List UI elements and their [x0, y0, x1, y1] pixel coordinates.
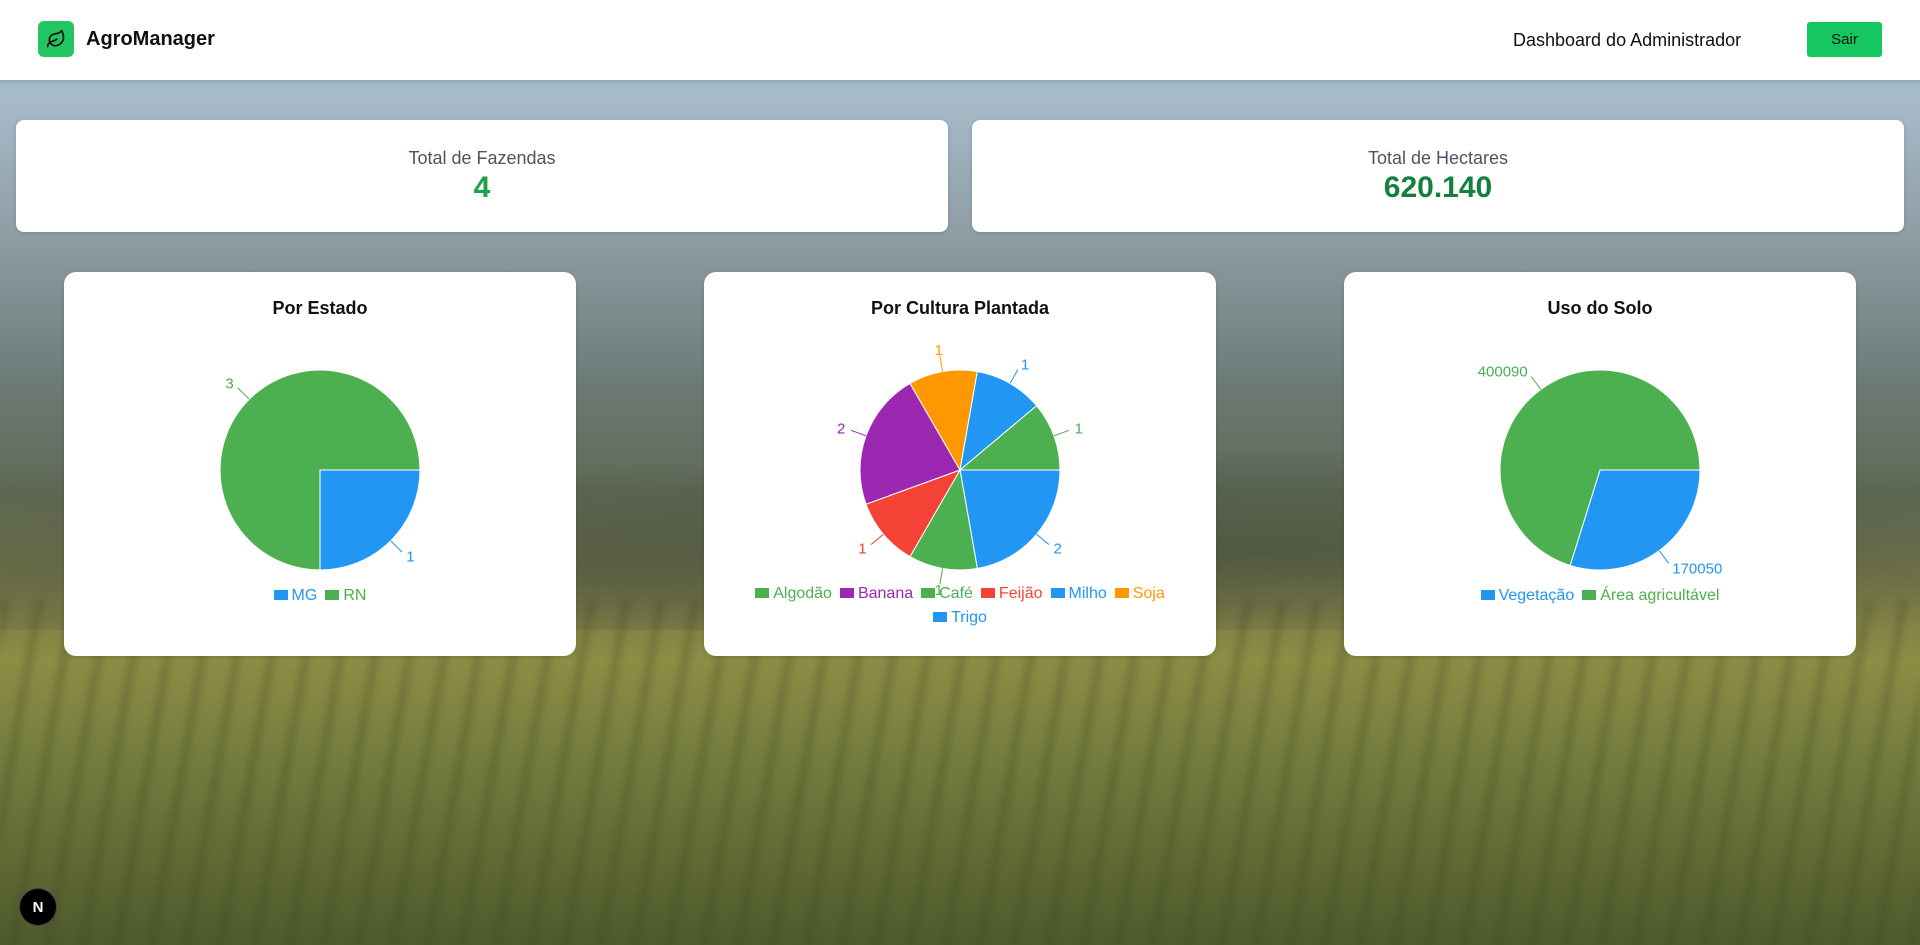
next-js-icon[interactable]: N — [20, 889, 56, 925]
legend-label: Milho — [1068, 585, 1107, 602]
legend-item[interactable]: Feijão — [980, 582, 1043, 606]
pie-slice-área agricultável[interactable] — [1499, 369, 1701, 567]
chart-title: Uso do Solo — [1547, 298, 1653, 318]
slice-value-label: 3 — [225, 376, 233, 393]
pie-slice-vegetação[interactable] — [1569, 469, 1701, 571]
chart-legend: Vegetação Área agricultável — [1374, 584, 1826, 608]
slice-value-label: 1 — [858, 540, 866, 557]
slice-value-label: 1 — [406, 548, 414, 565]
legend-label: RN — [343, 587, 367, 604]
pie-slice-milho[interactable] — [959, 370, 1038, 472]
total-hectares-label: Total de Hectares — [1367, 148, 1509, 168]
pie-slice-rn[interactable] — [219, 369, 421, 571]
legend-swatch — [1114, 588, 1129, 598]
slice-value-label: 1 — [935, 582, 943, 599]
legend-label: Vegetação — [1498, 587, 1575, 604]
total-farms-value: 4 — [473, 171, 491, 204]
leaf-icon — [38, 21, 74, 57]
legend-swatch — [1050, 588, 1065, 598]
total-farms-card: Total de Fazendas 4 — [16, 120, 948, 232]
legend-label: MG — [291, 587, 318, 604]
legend-item[interactable]: RN — [325, 584, 366, 608]
slice-label-leader — [939, 355, 944, 372]
legend-item[interactable]: MG — [273, 584, 318, 608]
pie-chart-by-state: 13 — [219, 369, 421, 571]
slice-label-leader — [1658, 550, 1670, 564]
pie-slice-mg[interactable] — [319, 469, 421, 571]
chart-legend: MG RN — [94, 584, 546, 608]
slice-label-leader — [870, 533, 884, 545]
legend-swatch — [325, 590, 340, 600]
slice-label-leader — [390, 540, 403, 553]
legend-item[interactable]: Área agricultável — [1582, 584, 1719, 608]
pie-slice-banana[interactable] — [859, 382, 961, 505]
legend-label: Café — [939, 585, 973, 602]
slice-label-leader — [1053, 429, 1070, 437]
chart-title: Por Estado — [272, 298, 368, 318]
legend-item[interactable]: Café — [921, 582, 973, 606]
legend-label: Trigo — [951, 609, 987, 626]
pie-chart-by-crop: 2 1 1 2 1 1 1 — [837, 342, 1083, 599]
pie-slice-feijão[interactable] — [865, 469, 962, 558]
page-title: Dashboard do Administrador — [1513, 30, 1742, 50]
legend-swatch — [980, 588, 995, 598]
legend-label: Banana — [857, 585, 914, 602]
slice-value-label: 2 — [1053, 540, 1061, 557]
legend-swatch — [273, 590, 288, 600]
legend-label: Soja — [1132, 585, 1165, 602]
slice-value-label: 1 — [1075, 420, 1083, 437]
slice-label-leader — [850, 429, 867, 437]
legend-swatch — [933, 612, 948, 622]
brand-name: AgroManager — [86, 28, 215, 50]
legend-item[interactable]: Algodão — [755, 582, 832, 606]
legend-item[interactable]: Soja — [1114, 582, 1165, 606]
slice-label-leader — [237, 387, 250, 400]
chart-legend: Algodão Banana Café Feijão Milho Soja Trigo — [734, 582, 1186, 630]
pie-slice-algodão[interactable] — [958, 405, 1061, 471]
legend-label: Área agricultável — [1600, 587, 1720, 604]
legend-swatch — [839, 588, 854, 598]
pie-slice-milho[interactable] — [959, 469, 1061, 570]
pie-chart-land-use: 170050 400090 — [1478, 364, 1723, 578]
legend-label: Feijão — [998, 585, 1043, 602]
total-farms-label: Total de Fazendas — [408, 148, 556, 168]
chart-card-by-crop: Por Cultura Plantada 2 1 1 2 1 1 1 Algodão Bana… — [704, 272, 1216, 656]
pie-slice-soja[interactable] — [909, 369, 978, 472]
slice-value-label: 1 — [1021, 356, 1029, 373]
slice-value-label: 1 — [935, 342, 943, 359]
total-hectares-value: 620.140 — [1383, 171, 1493, 204]
slice-label-leader — [1036, 533, 1050, 545]
logout-button[interactable]: Sair — [1807, 22, 1882, 57]
slice-label-leader — [939, 568, 944, 585]
legend-item[interactable]: Vegetação — [1480, 584, 1575, 608]
top-navbar: AgroManager Dashboard do Administrador S… — [0, 0, 1920, 80]
legend-item[interactable]: Banana — [839, 582, 914, 606]
slice-label-leader — [1009, 369, 1019, 384]
legend-item[interactable]: Trigo — [933, 606, 987, 630]
legend-swatch — [1582, 590, 1597, 600]
chart-title: Por Cultura Plantada — [870, 298, 1050, 318]
background-field-rows — [0, 600, 1920, 945]
total-hectares-card: Total de Hectares 620.140 — [972, 120, 1904, 232]
slice-value-label: 2 — [837, 420, 845, 437]
legend-label: Algodão — [773, 585, 832, 602]
chart-card-land-use: Uso do Solo 170050 400090 Vegetação Área a… — [1344, 272, 1856, 656]
legend-swatch — [755, 588, 770, 598]
legend-swatch — [921, 588, 936, 598]
slice-value-label: 170050 — [1672, 560, 1722, 577]
legend-swatch — [1480, 590, 1495, 600]
legend-item[interactable]: Milho — [1050, 582, 1107, 606]
slice-value-label: 400090 — [1478, 364, 1528, 381]
slice-label-leader — [1530, 376, 1542, 390]
pie-slice-café[interactable] — [909, 468, 978, 571]
